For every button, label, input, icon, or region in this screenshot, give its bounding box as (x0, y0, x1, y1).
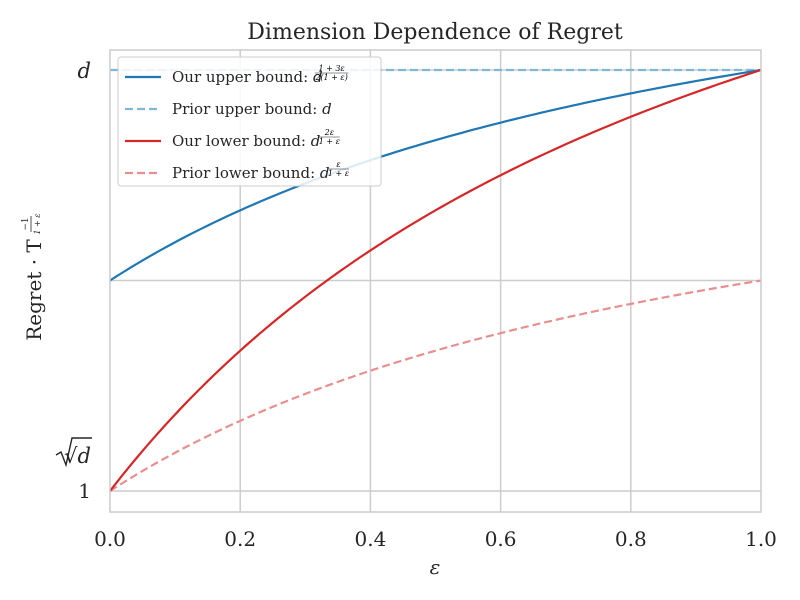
xtick-label: 0.2 (224, 527, 256, 551)
legend: Our upper bound: d1 + 3ε2(1 + ε) Prior up… (117, 56, 382, 187)
ytick-label-one: 1 (78, 479, 91, 503)
y-axis-label-text: Regret · T (22, 239, 46, 341)
series-line-our-lower-bound (109, 68, 762, 492)
series-line-our-upper-bound (109, 68, 762, 282)
ytick-label-sqrt-d: √d (64, 444, 91, 468)
legend-label: Prior upper bound: d (172, 100, 332, 118)
legend-box (117, 56, 382, 187)
xtick-label: 0.4 (354, 527, 386, 551)
legend-exponent-denominator: 1 + ε (328, 169, 349, 178)
legend-exponent-denominator: 2(1 + ε) (314, 73, 348, 82)
x-tick-labels: 0.0 0.2 0.4 0.6 0.8 1.0 (94, 527, 777, 551)
chart-title: Dimension Dependence of Regret (247, 20, 623, 45)
legend-label: Our lower bound: d (172, 132, 320, 150)
xtick-label: 1.0 (745, 527, 777, 551)
legend-exponent-denominator: 1 + ε (319, 137, 340, 146)
sqrt-radical-icon (55, 437, 92, 468)
legend-exponent-numerator: ε (336, 160, 340, 169)
series-layer (109, 68, 762, 492)
x-axis-label: ε (430, 555, 441, 579)
ytick-label-d: d (78, 59, 91, 83)
series-line-prior-lower-bound (109, 279, 762, 492)
y-axis-exp-denominator: 1 + ε (33, 213, 42, 234)
xtick-label: 0.6 (485, 527, 517, 551)
y-axis-exp-numerator: −1 (21, 217, 31, 230)
xtick-label: 0.8 (615, 527, 647, 551)
legend-label: Our upper bound: d (172, 68, 323, 86)
legend-exponent-numerator: 1 + 3ε (318, 64, 344, 73)
xtick-label: 0.0 (94, 527, 126, 551)
legend-label: Prior lower bound: d (172, 164, 330, 182)
y-axis-label: Regret · T −1 1 + ε (21, 213, 46, 340)
plot-frame (109, 49, 762, 513)
legend-exponent-numerator: 2ε (324, 128, 334, 137)
y-tick-labels: d √d 1 (55, 59, 92, 503)
